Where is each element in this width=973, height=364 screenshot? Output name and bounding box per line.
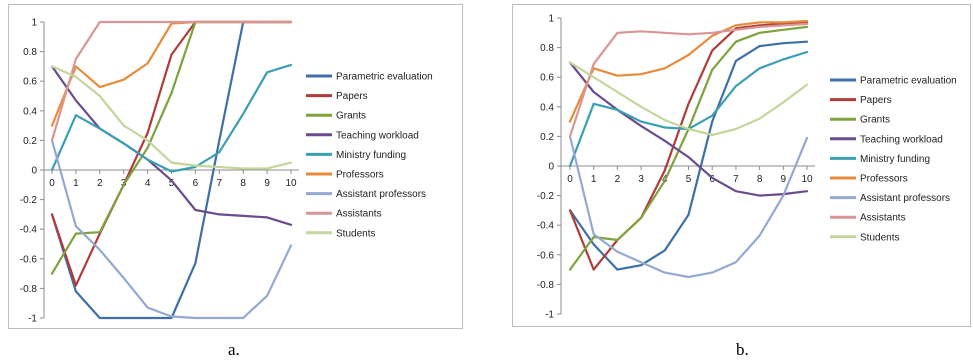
- legend-label: Grants: [860, 115, 890, 126]
- y-tick-label: 0.4: [540, 102, 554, 113]
- x-tick-label: 8: [240, 178, 246, 189]
- x-tick-label: 1: [73, 178, 79, 189]
- legend-label: Professors: [336, 170, 384, 181]
- y-tick-label: 0.2: [540, 132, 554, 143]
- series-line-6: [568, 135, 809, 279]
- series-line-6: [50, 139, 293, 320]
- line-chart-b: -1-0.8-0.6-0.4-0.200.20.40.60.810 1 2 3 4 5 6 7…: [537, 14, 957, 321]
- legend-label: Assistants: [336, 209, 382, 220]
- x-tick-label: 3: [638, 174, 644, 185]
- line-chart-a: -1-0.8-0.6-0.4-0.200.20.40.60.810 1 2 3 4 5 6 7…: [20, 18, 433, 325]
- series-line-1: [50, 20, 293, 287]
- x-tick-label: 9: [264, 178, 270, 189]
- series-line-7: [568, 22, 809, 138]
- x-tick-label: 8: [757, 174, 763, 185]
- y-tick-label: 0.6: [540, 73, 554, 84]
- series-line-4: [50, 63, 293, 173]
- x-tick-label: 2: [97, 178, 103, 189]
- chart-panel-a: -1 -0.8 -0.6 -0.4 -0.2 0 0.2 0.4 0.6 0.8 1 0 1 2 3 4 5 6 7…: [8, 4, 463, 329]
- x-tick-label: 5: [686, 174, 692, 185]
- legend-label: Teaching workload: [860, 134, 943, 145]
- x-tick-label: 6: [709, 174, 715, 185]
- x-tick-label: 0: [49, 178, 55, 189]
- y-tick-label: -0.8: [20, 284, 38, 295]
- y-tick-label: 0: [31, 166, 37, 177]
- y-tick-label: 0.4: [23, 106, 37, 117]
- series-line-8: [568, 61, 809, 136]
- legend-label: Teaching workload: [336, 130, 419, 141]
- x-tick-label: 0: [567, 174, 573, 185]
- series-line-3: [50, 65, 293, 226]
- x-tick-label: 1: [591, 174, 597, 185]
- series-line-0: [568, 40, 809, 271]
- legend-label: Assistant professors: [860, 193, 950, 204]
- series-line-7: [50, 20, 293, 142]
- x-tick-label: 5: [169, 178, 175, 189]
- x-tick-label: 2: [615, 174, 621, 185]
- series-line-1: [568, 21, 809, 271]
- x-tick-label: 7: [217, 178, 223, 189]
- legend-label: Students: [860, 232, 899, 243]
- legend-label: Papers: [860, 95, 892, 106]
- y-tick-label: 0: [548, 162, 554, 173]
- legend-label: Parametric evaluation: [860, 76, 957, 87]
- x-tick-label: 4: [145, 178, 151, 189]
- chart-panel-b: -1 -0.8 -0.6 -0.4 -0.2 0 0.2 0.4 0.6 0.8 1 0 1 2 3 4 5 6 7…: [512, 4, 971, 327]
- y-tick-label: 1: [31, 18, 37, 29]
- y-tick-label: 1: [548, 14, 554, 25]
- legend-label: Professors: [860, 174, 908, 185]
- y-tick-label: 0.2: [23, 136, 37, 147]
- y-tick-label: -0.4: [537, 221, 555, 232]
- y-tick-label: -0.4: [20, 225, 38, 236]
- caption-a: a.: [228, 340, 240, 359]
- legend-label: Papers: [336, 91, 368, 102]
- y-tick-label: 0.8: [23, 47, 37, 58]
- y-tick-label: 0.8: [540, 43, 554, 54]
- legend-label: Parametric evaluation: [336, 72, 433, 83]
- series-line-2: [50, 20, 293, 275]
- series-line-4: [568, 50, 809, 168]
- y-tick-label: -0.6: [537, 250, 555, 261]
- legend-label: Ministry funding: [336, 150, 406, 161]
- y-tick-label: -0.2: [20, 195, 38, 206]
- legend-label: Grants: [336, 111, 366, 122]
- series-line-5: [50, 20, 293, 127]
- legend-label: Ministry funding: [860, 154, 930, 165]
- y-tick-label: -0.2: [537, 191, 555, 202]
- series-line-3: [568, 61, 809, 197]
- x-tick-label: 10: [285, 178, 297, 189]
- y-tick-label: -0.8: [537, 280, 555, 291]
- y-tick-label: -0.6: [20, 254, 38, 265]
- x-tick-label: 7: [733, 174, 739, 185]
- caption-b: b.: [736, 340, 749, 359]
- y-tick-label: -1: [545, 310, 554, 321]
- x-tick-label: 9: [781, 174, 787, 185]
- y-tick-label: 0.6: [23, 77, 37, 88]
- series-line-8: [50, 65, 293, 170]
- legend-label: Assistant professors: [336, 189, 426, 200]
- x-tick-label: 10: [801, 174, 813, 185]
- x-tick-label: 6: [193, 178, 199, 189]
- y-tick-label: -1: [28, 314, 37, 325]
- legend-label: Assistants: [860, 213, 906, 224]
- series-line-5: [568, 19, 809, 123]
- legend-label: Students: [336, 228, 375, 239]
